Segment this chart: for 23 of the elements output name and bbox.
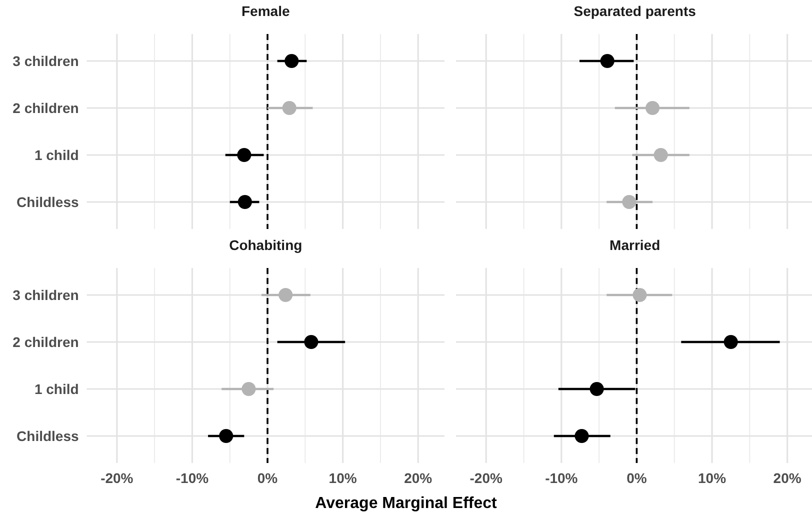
x-tick-label: -20% (100, 470, 134, 486)
y-tick-label: Childless (16, 428, 80, 444)
y-tick-label: 3 children (12, 53, 79, 69)
x-tick-label: 0% (257, 470, 278, 486)
x-tick-label: 0% (626, 470, 648, 486)
y-tick-label: 1 child (34, 381, 79, 397)
y-tick-label: 1 child (34, 147, 79, 163)
y-tick-label: Childless (16, 194, 80, 210)
y-tick-label: 2 children (12, 334, 79, 350)
x-tick-label: 10% (328, 470, 358, 486)
chart-title: Cohabiting (229, 237, 302, 253)
x-tick-label: 20% (404, 470, 433, 486)
chart-title: Separated parents (574, 3, 696, 19)
y-tick-label: 3 children (12, 287, 79, 303)
x-tick-label: -10% (176, 470, 210, 486)
chart-title: Married (610, 237, 660, 253)
y-tick-label: 2 children (12, 100, 79, 116)
x-tick-label: -10% (545, 470, 578, 486)
x-tick-label: 10% (698, 470, 727, 486)
x-tick-label: 20% (773, 470, 802, 486)
x-axis-title: Average Marginal Effect (315, 495, 498, 512)
x-tick-label: -20% (470, 470, 504, 486)
chart-title: Female (242, 3, 290, 19)
